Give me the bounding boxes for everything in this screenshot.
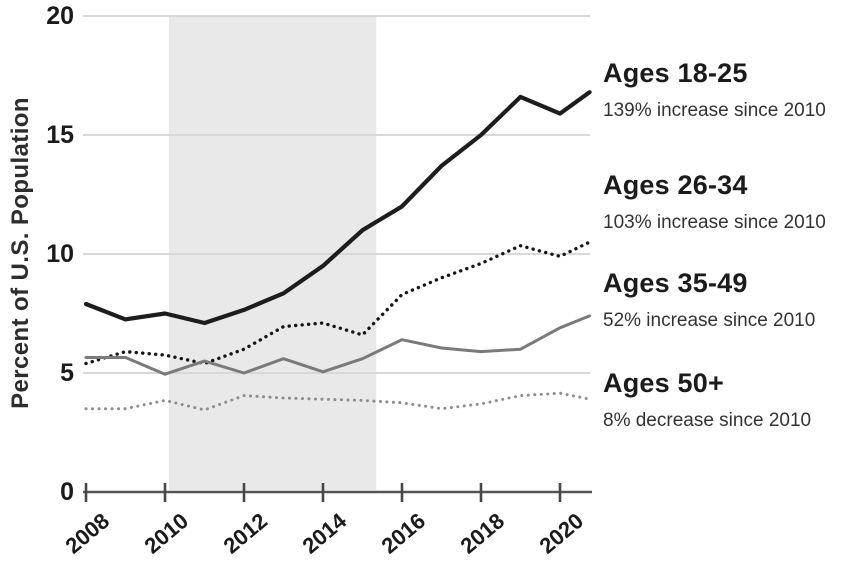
y-tick-label-5: 5 [60,359,74,387]
y-tick-label-15: 15 [46,121,74,149]
series-line-ages-26-34 [84,240,592,366]
x-axis [83,483,592,502]
series-line-ages-18-25 [83,90,592,326]
series-line-ages-50- [84,391,592,412]
series-line-ages-35-49 [84,314,592,376]
series-lines [83,90,592,412]
y-tick-label-10: 10 [46,240,74,268]
y-tick-label-0: 0 [60,478,74,506]
y-tick-label-20: 20 [46,2,74,30]
